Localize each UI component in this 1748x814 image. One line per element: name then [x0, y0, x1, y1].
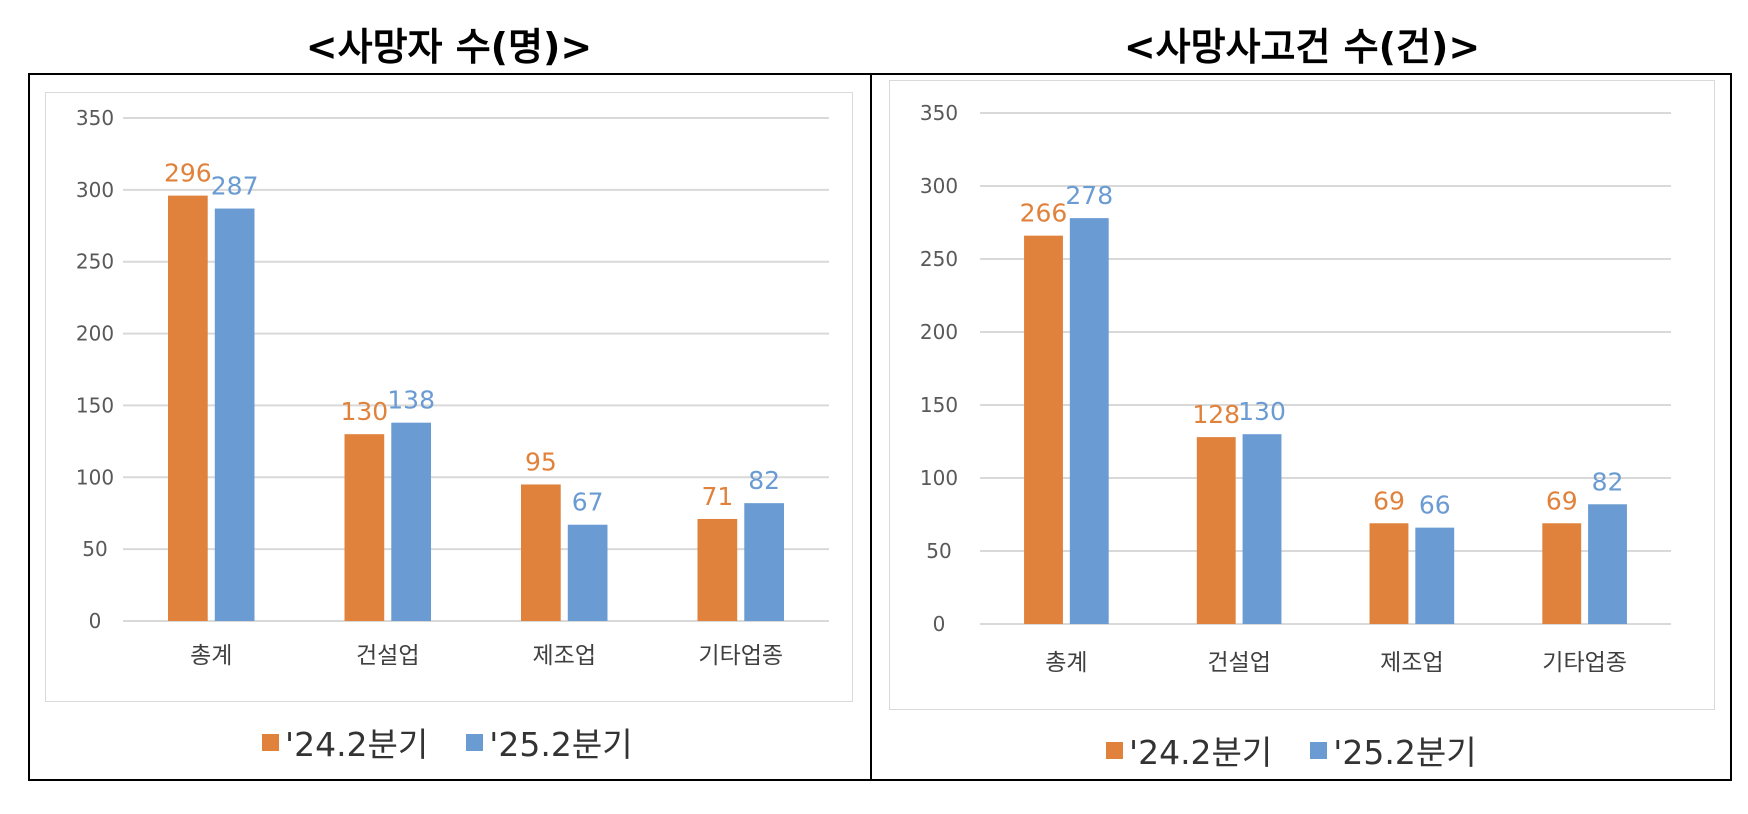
bar-2025q2 [1242, 434, 1282, 624]
bar-2024q2 [521, 484, 561, 621]
bar-2024q2 [1024, 235, 1063, 624]
category-label: 총계 [1045, 650, 1087, 676]
legend-fatal-accidents: '24.2분기 '25.2분기 [1106, 728, 1477, 772]
y-tick-label: 150 [76, 393, 114, 417]
data-label: 71 [701, 482, 733, 511]
table-frame [28, 73, 1732, 781]
table-divider [870, 73, 872, 781]
legend-item-2025q2: '25.2분기 [1310, 726, 1477, 774]
bar-2024q2 [1196, 437, 1236, 624]
bar-2025q2 [1588, 504, 1627, 624]
legend-label-2024q2: '24.2분기 [285, 725, 429, 764]
data-label: 266 [1020, 199, 1068, 228]
bar-2024q2 [1542, 523, 1582, 624]
bar-2025q2 [567, 524, 608, 621]
y-tick-label: 250 [920, 247, 958, 271]
legend-item-2025q2: '25.2분기 [466, 718, 633, 766]
y-tick-label: 300 [920, 174, 958, 198]
category-label: 기타업종 [1542, 650, 1627, 676]
legend-swatch-2025q2 [466, 733, 484, 751]
data-label: 82 [1592, 467, 1624, 496]
bar-2025q2 [214, 208, 255, 621]
data-label: 95 [525, 447, 557, 476]
chart-panel-fatal-accidents: 0 50 100 150 200 250 300 350 266 278 총계 128 130 건설업 69… [889, 80, 1715, 710]
legend-label-2025q2: '25.2분기 [1333, 733, 1477, 772]
data-label: 69 [1546, 486, 1578, 515]
data-label: 66 [1419, 491, 1451, 520]
bar-2025q2 [744, 503, 784, 621]
y-tick-label: 150 [920, 393, 958, 417]
data-label: 128 [1192, 400, 1240, 429]
data-label: 138 [387, 386, 435, 415]
legend-label-2024q2: '24.2분기 [1129, 733, 1273, 772]
category-label: 총계 [190, 643, 232, 669]
data-label: 287 [211, 172, 259, 201]
category-label: 건설업 [356, 643, 419, 669]
y-tick-label: 0 [89, 609, 102, 633]
bar-2025q2 [1415, 527, 1455, 624]
bar-2025q2 [1069, 218, 1109, 624]
bar-2024q2 [697, 518, 738, 621]
y-tick-label: 100 [76, 465, 114, 489]
y-tick-label: 250 [76, 250, 114, 274]
y-tick-label: 200 [76, 322, 114, 346]
bar-2024q2 [1369, 523, 1409, 624]
y-tick-label: 50 [82, 537, 107, 561]
legend-swatch-2024q2 [262, 733, 279, 751]
y-tick-label: 0 [933, 612, 946, 636]
legend-item-2024q2: '24.2분기 [1106, 726, 1272, 774]
legend-label-2025q2: '25.2분기 [489, 725, 633, 764]
bar-2025q2 [391, 422, 431, 621]
category-label: 건설업 [1207, 650, 1270, 676]
category-label: 제조업 [1380, 650, 1443, 676]
data-label: 130 [1238, 397, 1286, 426]
legend-item-2024q2: '24.2분기 [262, 718, 428, 766]
y-tick-label: 100 [920, 466, 958, 490]
category-label: 기타업종 [698, 643, 783, 669]
chart-title-fatal-accidents: <사망사고건 수(건)> [1123, 25, 1481, 69]
chart-title-deaths: <사망자 수(명)> [305, 25, 593, 69]
y-tick-label: 300 [76, 178, 114, 202]
legend-deaths: '24.2분기 '25.2분기 [262, 720, 633, 764]
data-label: 67 [572, 488, 604, 517]
legend-swatch-2025q2 [1310, 741, 1328, 759]
data-label: 130 [341, 397, 389, 426]
y-tick-label: 350 [920, 101, 958, 125]
chart-panel-deaths: 0 50 100 150 200 250 300 350 296 287 총계 130 138 건설업 95… [45, 92, 853, 702]
legend-swatch-2024q2 [1106, 741, 1123, 759]
data-label: 278 [1065, 181, 1113, 210]
y-tick-label: 50 [926, 539, 951, 563]
y-tick-label: 200 [920, 320, 958, 344]
bar-chart-deaths: 0 50 100 150 200 250 300 350 296 287 총계 130 138 건설업 95… [76, 106, 829, 669]
y-tick-label: 350 [76, 106, 114, 130]
category-label: 제조업 [533, 643, 596, 669]
data-label: 69 [1373, 486, 1405, 515]
data-label: 296 [164, 159, 212, 188]
data-label: 82 [748, 466, 780, 495]
bar-2024q2 [344, 434, 385, 621]
bar-2024q2 [168, 195, 208, 621]
